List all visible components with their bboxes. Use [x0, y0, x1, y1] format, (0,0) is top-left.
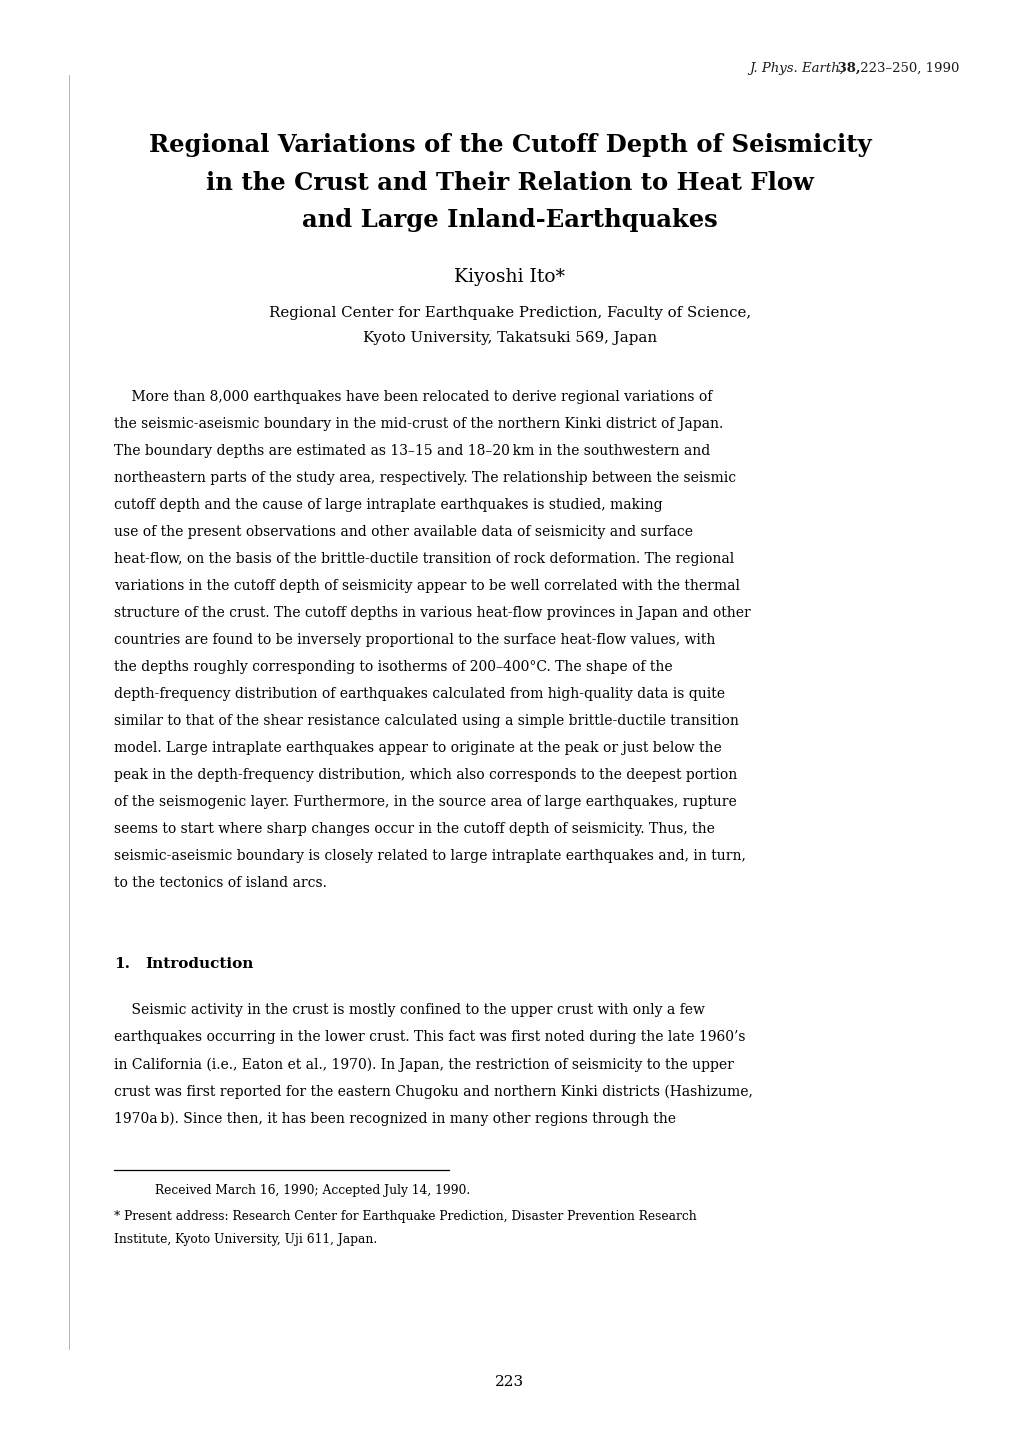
Text: variations in the cutoff depth of seismicity appear to be well correlated with t: variations in the cutoff depth of seismi… — [114, 580, 740, 593]
Text: Introduction: Introduction — [145, 957, 253, 971]
Text: in the Crust and Their Relation to Heat Flow: in the Crust and Their Relation to Heat … — [206, 171, 813, 195]
Text: Kiyoshi Ito*: Kiyoshi Ito* — [454, 268, 565, 287]
Text: model. Large intraplate earthquakes appear to originate at the peak or just belo: model. Large intraplate earthquakes appe… — [114, 740, 721, 755]
Text: structure of the crust. The cutoff depths in various heat-flow provinces in Japa: structure of the crust. The cutoff depth… — [114, 606, 750, 620]
Text: 223–250, 1990: 223–250, 1990 — [855, 62, 958, 75]
Text: seismic-aseismic boundary is closely related to large intraplate earthquakes and: seismic-aseismic boundary is closely rel… — [114, 850, 745, 862]
Text: cutoff depth and the cause of large intraplate earthquakes is studied, making: cutoff depth and the cause of large intr… — [114, 498, 662, 512]
Text: 223: 223 — [495, 1375, 524, 1389]
Text: J. Phys. Earth,: J. Phys. Earth, — [749, 62, 844, 75]
Text: use of the present observations and other available data of seismicity and surfa: use of the present observations and othe… — [114, 525, 693, 540]
Text: The boundary depths are estimated as 13–15 and 18–20 km in the southwestern and: The boundary depths are estimated as 13–… — [114, 445, 710, 458]
Text: the depths roughly corresponding to isotherms of 200–400°C. The shape of the: the depths roughly corresponding to isot… — [114, 660, 673, 674]
Text: in California (i.e., Eaton et al., 1970). In Japan, the restriction of seismicit: in California (i.e., Eaton et al., 1970)… — [114, 1058, 734, 1072]
Text: Regional Variations of the Cutoff Depth of Seismicity: Regional Variations of the Cutoff Depth … — [149, 133, 870, 158]
Text: Regional Center for Earthquake Prediction, Faculty of Science,: Regional Center for Earthquake Predictio… — [269, 306, 750, 320]
Text: and Large Inland-Earthquakes: and Large Inland-Earthquakes — [302, 208, 717, 232]
Text: peak in the depth-frequency distribution, which also corresponds to the deepest : peak in the depth-frequency distribution… — [114, 768, 737, 782]
Text: the seismic-aseismic boundary in the mid-crust of the northern Kinki district of: the seismic-aseismic boundary in the mid… — [114, 418, 722, 432]
Text: seems to start where sharp changes occur in the cutoff depth of seismicity. Thus: seems to start where sharp changes occur… — [114, 822, 714, 837]
Text: of the seismogenic layer. Furthermore, in the source area of large earthquakes, : of the seismogenic layer. Furthermore, i… — [114, 795, 737, 809]
Text: 38,: 38, — [833, 62, 860, 75]
Text: Seismic activity in the crust is mostly confined to the upper crust with only a : Seismic activity in the crust is mostly … — [114, 1003, 704, 1017]
Text: depth-frequency distribution of earthquakes calculated from high-quality data is: depth-frequency distribution of earthqua… — [114, 687, 725, 702]
Text: 1970a b). Since then, it has been recognized in many other regions through the: 1970a b). Since then, it has been recogn… — [114, 1111, 676, 1125]
Text: * Present address: Research Center for Earthquake Prediction, Disaster Preventio: * Present address: Research Center for E… — [114, 1210, 696, 1223]
Text: More than 8,000 earthquakes have been relocated to derive regional variations of: More than 8,000 earthquakes have been re… — [114, 390, 712, 405]
Text: northeastern parts of the study area, respectively. The relationship between the: northeastern parts of the study area, re… — [114, 471, 736, 485]
Text: Received March 16, 1990; Accepted July 14, 1990.: Received March 16, 1990; Accepted July 1… — [155, 1184, 470, 1197]
Text: Kyoto University, Takatsuki 569, Japan: Kyoto University, Takatsuki 569, Japan — [363, 331, 656, 346]
Text: countries are found to be inversely proportional to the surface heat-flow values: countries are found to be inversely prop… — [114, 633, 715, 647]
Text: heat-flow, on the basis of the brittle-ductile transition of rock deformation. T: heat-flow, on the basis of the brittle-d… — [114, 552, 734, 567]
Text: 1.: 1. — [114, 957, 130, 971]
Text: earthquakes occurring in the lower crust. This fact was first noted during the l: earthquakes occurring in the lower crust… — [114, 1030, 745, 1045]
Text: Institute, Kyoto University, Uji 611, Japan.: Institute, Kyoto University, Uji 611, Ja… — [114, 1233, 377, 1246]
Text: to the tectonics of island arcs.: to the tectonics of island arcs. — [114, 875, 327, 890]
Text: similar to that of the shear resistance calculated using a simple brittle-ductil: similar to that of the shear resistance … — [114, 715, 739, 728]
Text: crust was first reported for the eastern Chugoku and northern Kinki districts (H: crust was first reported for the eastern… — [114, 1085, 752, 1099]
